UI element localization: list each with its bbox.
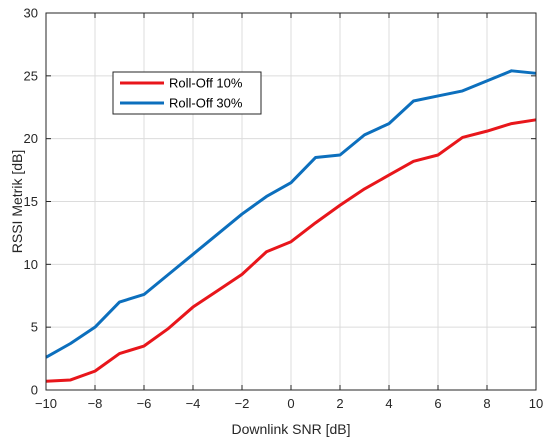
y-tick-label: 15 [24,194,38,209]
x-tick-label: 2 [336,396,343,411]
x-tick-label: 4 [385,396,392,411]
x-tick-label: 8 [483,396,490,411]
legend-entry-roll-off-30: Roll-Off 30% [169,96,243,111]
y-tick-label: 30 [24,6,38,21]
x-tick-label: −2 [235,396,250,411]
axis-ticks [45,12,537,391]
y-tick-label: 20 [24,131,38,146]
y-axis-label: RSSI Metrik [dB] [9,150,25,253]
legend-box [112,71,262,115]
x-tick-label: 6 [434,396,441,411]
x-tick-label: 0 [287,396,294,411]
series-lines [45,69,537,383]
series-line-roll-off-10 [45,118,537,383]
tick-labels: −10 −8 −6 −4 −2 0 2 4 6 8 10 0 5 10 15 20 25 30 [24,6,544,412]
x-tick-label: −8 [88,396,103,411]
legend-entry-roll-off-10: Roll-Off 10% [169,76,243,91]
y-tick-label: 0 [31,383,38,398]
x-tick-label: −10 [35,396,57,411]
legend: Roll-Off 10% Roll-Off 30% [112,71,262,115]
y-tick-label: 25 [24,68,38,83]
y-tick-label: 5 [31,320,38,335]
series-line-roll-off-30 [45,69,537,359]
x-axis-label: Downlink SNR [dB] [231,421,350,437]
x-tick-label: −6 [137,396,152,411]
y-tick-label: 10 [24,257,38,272]
x-tick-label: −4 [186,396,201,411]
x-tick-label: 10 [529,396,543,411]
grid-lines [45,12,537,391]
